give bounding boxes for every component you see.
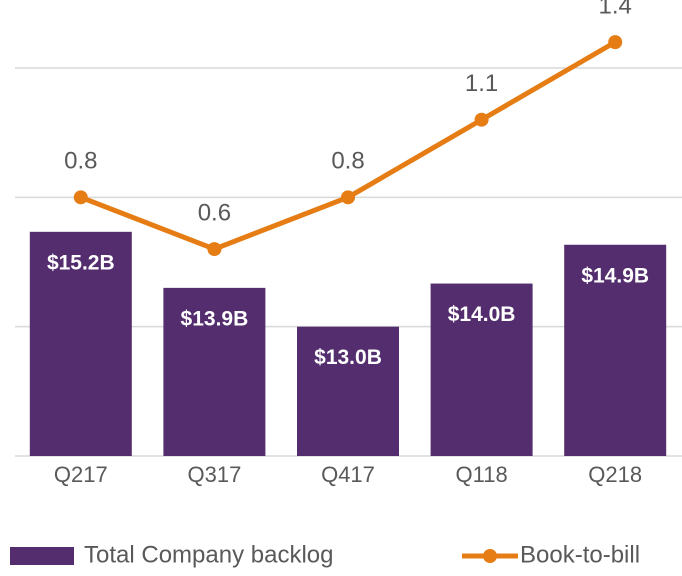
bar <box>564 244 667 456</box>
line-point <box>341 190 355 205</box>
line-value-label: 0.8 <box>331 148 364 175</box>
bar-value-label: $14.9B <box>581 264 649 287</box>
line <box>79 39 617 252</box>
line-value-label: 1.1 <box>465 70 498 97</box>
bar-value-label: $13.9B <box>181 307 249 330</box>
bar <box>163 287 266 456</box>
legend-swatch <box>10 547 74 565</box>
line-point <box>207 242 222 257</box>
bar-value-label: $13.0B <box>314 346 382 369</box>
bar <box>430 283 533 456</box>
line-value-label: 1.4 <box>599 0 632 19</box>
bar-value-label: $15.2B <box>47 251 115 274</box>
line-point <box>474 112 489 127</box>
line-value-label: 0.6 <box>198 199 231 226</box>
x-tick-label: Q317 <box>187 462 241 487</box>
x-tick-label: Q217 <box>54 462 108 487</box>
legend-label: Total Company backlog <box>84 541 333 568</box>
line-value-label: 0.8 <box>64 148 97 175</box>
x-tick-label: Q218 <box>588 462 642 487</box>
legend-swatch <box>483 549 497 563</box>
bar <box>297 326 399 456</box>
x-tick-label: Q118 <box>456 462 508 487</box>
line-point <box>608 35 623 50</box>
bar <box>29 231 132 456</box>
line-point <box>73 190 88 205</box>
legend-label: Book-to-bill <box>520 541 640 568</box>
bar-value-label: $14.0B <box>448 303 516 326</box>
x-tick-label: Q417 <box>321 462 375 487</box>
